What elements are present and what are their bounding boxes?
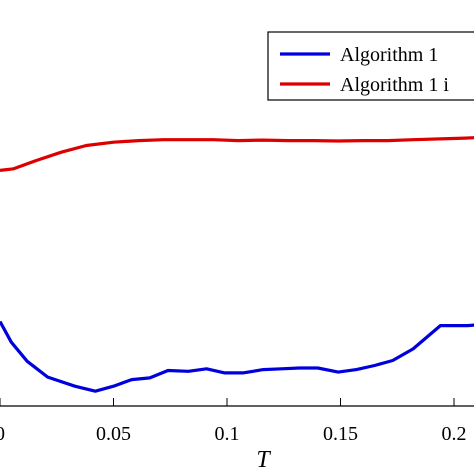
legend-label: Algorithm 1 — [340, 44, 438, 66]
series-line-1 — [0, 320, 474, 393]
x-axis-label: T — [256, 447, 271, 473]
x-tick-label: 0.15 — [323, 423, 358, 445]
x-ticks: 0 0.05 0.1 0.15 0.2 — [0, 398, 467, 445]
series-line-2 — [0, 136, 474, 172]
series-layer — [0, 136, 474, 393]
x-tick-label: 0.05 — [96, 423, 131, 445]
legend: Algorithm 1 Algorithm 1 i — [267, 31, 474, 101]
legend-label: Algorithm 1 i — [340, 74, 449, 96]
legend-box — [267, 31, 474, 101]
x-tick-label: 0.2 — [442, 423, 467, 445]
x-tick-label: 0 — [0, 423, 5, 445]
x-tick-label: 0.1 — [215, 423, 240, 445]
